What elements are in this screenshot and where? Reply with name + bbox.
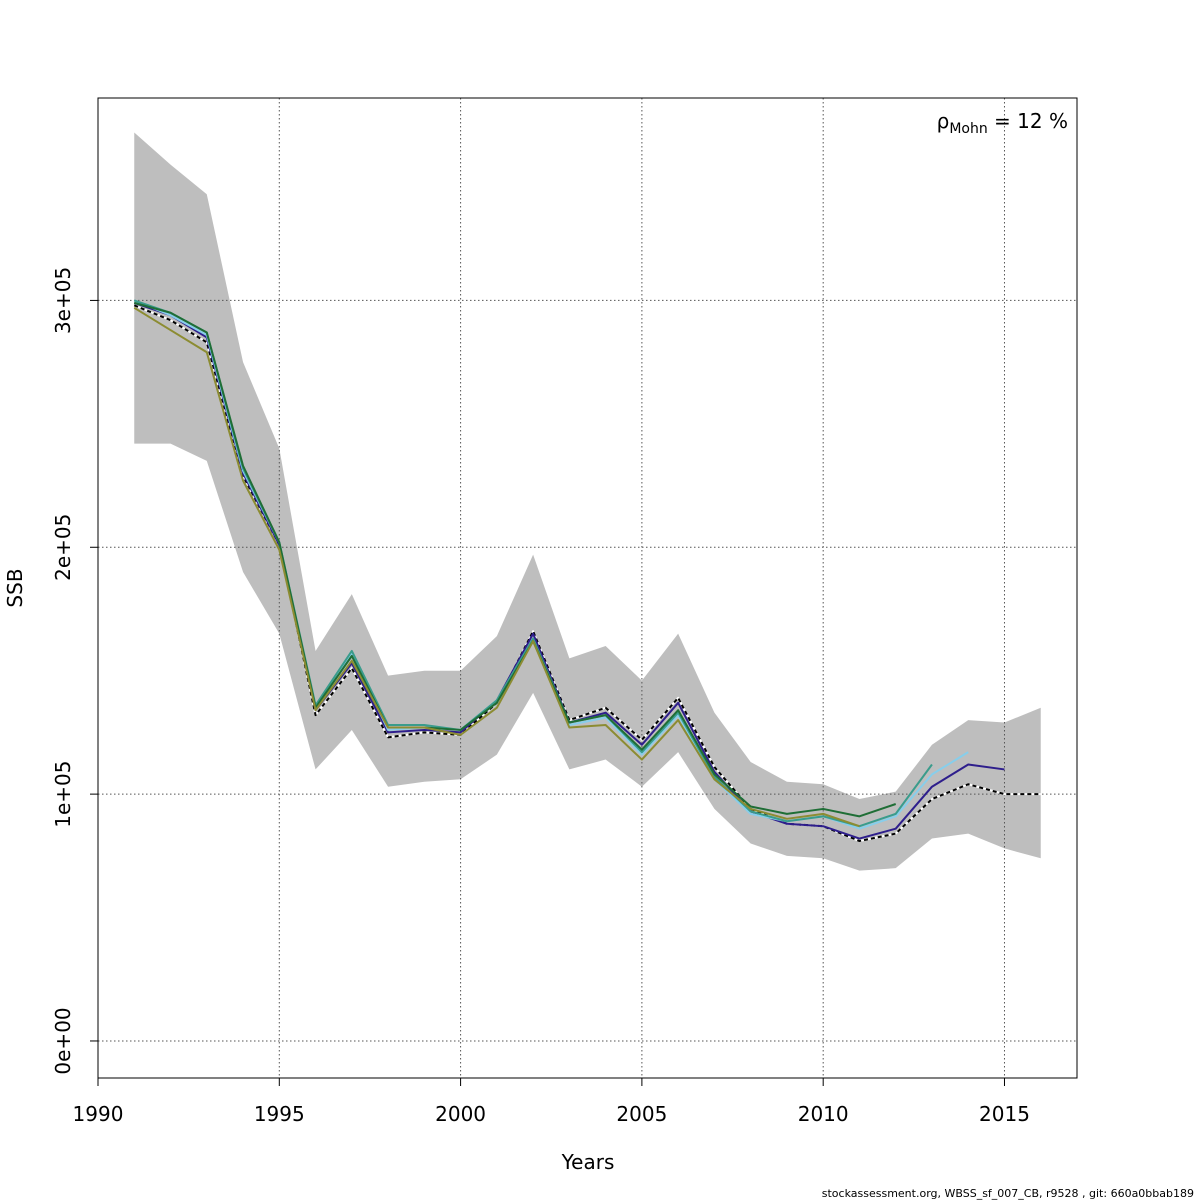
x-tick-label: 1990 bbox=[73, 1102, 124, 1126]
y-tick-label: 2e+05 bbox=[51, 514, 75, 581]
x-tick-label: 2005 bbox=[616, 1102, 667, 1126]
rho-value: = 12 % bbox=[988, 109, 1068, 133]
x-tick-label: 1995 bbox=[254, 1102, 305, 1126]
y-tick-label: 1e+05 bbox=[51, 760, 75, 827]
axes-layer: 1990 1995 2000 2005 2010 2015 0e+00 1e+05 2e+05 3… bbox=[51, 267, 1030, 1126]
footer-source: stockassessment.org, WBSS_sf_007_CB, r95… bbox=[822, 1187, 1194, 1200]
series-line-0 bbox=[133, 304, 1041, 843]
x-tick-label: 2015 bbox=[979, 1102, 1030, 1126]
x-tick-label: 2000 bbox=[435, 1102, 486, 1126]
grid-layer bbox=[98, 98, 1077, 1078]
mohn-rho-annotation: ρMohn = 12 % bbox=[937, 109, 1068, 137]
y-tick-label: 0e+00 bbox=[51, 1007, 75, 1074]
series-layer bbox=[133, 299, 1041, 843]
rho-subscript: Mohn bbox=[949, 121, 987, 137]
plot-frame bbox=[97, 97, 1078, 1079]
confidence-band-layer bbox=[134, 132, 1041, 871]
y-tick-label: 3e+05 bbox=[51, 267, 75, 334]
confidence-band bbox=[134, 132, 1041, 871]
rho-symbol: ρ bbox=[937, 109, 950, 133]
x-axis-title: Years bbox=[561, 1150, 615, 1174]
series-line-5 bbox=[133, 306, 860, 828]
y-axis-title: SSB bbox=[3, 568, 27, 607]
x-tick-label: 2010 bbox=[798, 1102, 849, 1126]
series-line-4 bbox=[133, 301, 897, 818]
